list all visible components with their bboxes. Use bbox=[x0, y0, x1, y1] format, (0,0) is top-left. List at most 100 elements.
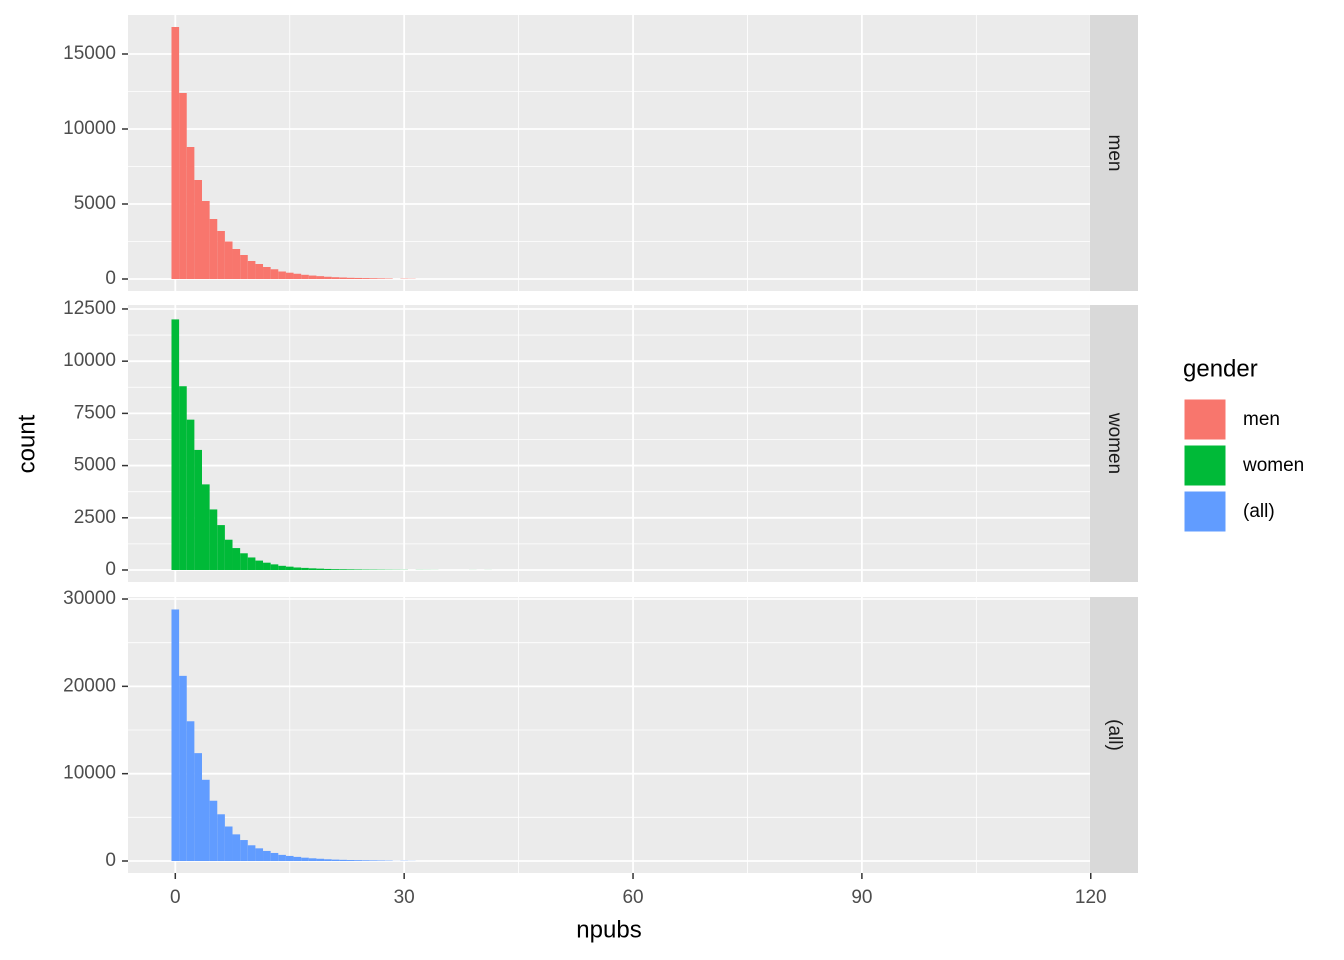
bar bbox=[194, 449, 202, 570]
bar bbox=[362, 278, 370, 279]
y-tick-label: 10000 bbox=[63, 350, 116, 371]
y-tick-label: 12500 bbox=[63, 298, 116, 319]
bar bbox=[331, 277, 340, 279]
bar bbox=[209, 509, 218, 570]
bar bbox=[224, 241, 233, 279]
bar bbox=[278, 565, 286, 570]
bar bbox=[285, 272, 294, 279]
bar bbox=[324, 859, 332, 862]
facet-label: (all) bbox=[1104, 719, 1125, 751]
x-tick-label: 90 bbox=[851, 887, 872, 908]
x-tick-label: 60 bbox=[622, 887, 643, 908]
bar bbox=[293, 567, 302, 570]
y-tick-label: 5000 bbox=[74, 193, 116, 214]
facet-strip bbox=[1090, 15, 1138, 291]
x-tick-label: 0 bbox=[170, 887, 181, 908]
bar bbox=[339, 859, 347, 862]
bar bbox=[331, 569, 340, 570]
bar bbox=[301, 857, 309, 862]
bar bbox=[232, 834, 241, 862]
bar bbox=[171, 609, 180, 862]
x-tick-label: 30 bbox=[394, 887, 415, 908]
bar bbox=[293, 273, 302, 279]
bar bbox=[354, 277, 363, 279]
bar bbox=[339, 569, 347, 570]
y-tick-label: 10000 bbox=[63, 763, 116, 784]
bar bbox=[171, 27, 180, 279]
legend-swatch bbox=[1183, 490, 1227, 533]
y-axis-label: count bbox=[13, 414, 40, 473]
bar bbox=[171, 319, 180, 570]
x-tick-label: 120 bbox=[1075, 887, 1107, 908]
legend-swatch bbox=[1183, 444, 1227, 487]
bar bbox=[301, 567, 309, 570]
bar bbox=[369, 860, 378, 862]
bar bbox=[316, 858, 325, 862]
bar bbox=[224, 539, 233, 570]
panel-background bbox=[128, 305, 1090, 582]
bar bbox=[247, 845, 256, 862]
bar bbox=[278, 854, 286, 862]
bar bbox=[202, 201, 210, 279]
facet-strip bbox=[1090, 305, 1138, 582]
panel-background bbox=[128, 597, 1090, 873]
bar bbox=[179, 93, 187, 279]
bar bbox=[369, 278, 378, 279]
bar bbox=[331, 859, 340, 862]
bar bbox=[232, 548, 241, 570]
bar bbox=[263, 562, 271, 570]
bar bbox=[217, 525, 225, 570]
bar bbox=[240, 553, 248, 570]
bar bbox=[293, 856, 302, 862]
bar bbox=[377, 278, 386, 279]
bar bbox=[308, 568, 317, 570]
bar bbox=[270, 852, 279, 862]
bar bbox=[255, 264, 264, 279]
bar bbox=[202, 484, 210, 570]
y-tick-label: 20000 bbox=[63, 675, 116, 696]
bar bbox=[308, 858, 317, 862]
bar bbox=[316, 276, 325, 279]
bar bbox=[186, 419, 195, 570]
bar bbox=[247, 261, 256, 279]
y-tick-label: 10000 bbox=[63, 118, 116, 139]
legend-swatch bbox=[1183, 398, 1227, 441]
y-tick-label: 30000 bbox=[63, 588, 116, 609]
bar bbox=[179, 675, 187, 862]
bar bbox=[270, 564, 279, 570]
facet-label: men bbox=[1104, 135, 1125, 172]
bar bbox=[186, 721, 195, 862]
y-tick-label: 0 bbox=[105, 850, 116, 871]
bar bbox=[263, 850, 271, 862]
bar bbox=[224, 826, 233, 862]
bar bbox=[339, 277, 347, 279]
bar bbox=[324, 276, 332, 279]
bar bbox=[217, 814, 225, 862]
bar bbox=[209, 800, 218, 862]
legend-label: (all) bbox=[1243, 501, 1275, 522]
bar bbox=[247, 557, 256, 570]
facet-strip bbox=[1090, 597, 1138, 873]
bar bbox=[232, 249, 241, 279]
bar bbox=[270, 269, 279, 279]
bar bbox=[354, 860, 363, 862]
y-tick-label: 0 bbox=[105, 559, 116, 580]
bar bbox=[278, 271, 286, 279]
bar bbox=[324, 568, 332, 570]
bar bbox=[255, 560, 264, 570]
bar bbox=[194, 180, 202, 279]
bar bbox=[346, 277, 355, 279]
bar bbox=[346, 860, 355, 862]
facet-label: women bbox=[1104, 412, 1125, 474]
y-tick-label: 7500 bbox=[74, 402, 116, 423]
bar bbox=[308, 275, 317, 279]
bar bbox=[194, 753, 202, 862]
bar bbox=[255, 848, 264, 862]
bar bbox=[202, 779, 210, 862]
bar bbox=[240, 255, 248, 279]
bar bbox=[354, 569, 363, 570]
y-tick-label: 2500 bbox=[74, 507, 116, 528]
bar bbox=[186, 147, 195, 279]
bar bbox=[316, 568, 325, 570]
bar bbox=[263, 267, 271, 279]
